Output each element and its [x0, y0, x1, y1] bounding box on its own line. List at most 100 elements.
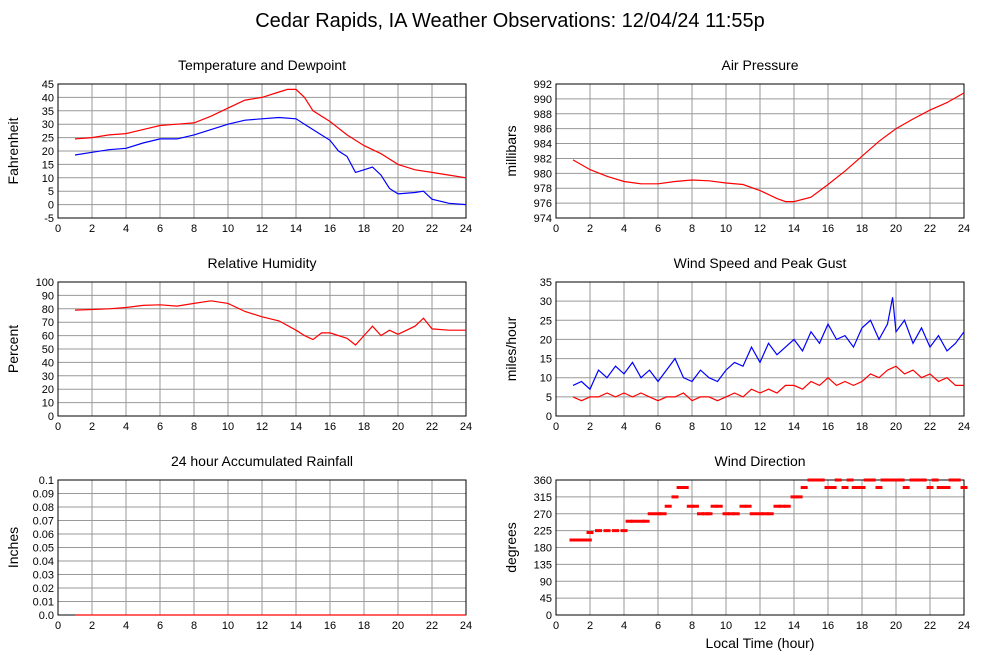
x-tick-label: 4 — [123, 223, 129, 235]
data-point — [817, 478, 825, 482]
x-tick-label: 10 — [720, 620, 732, 632]
data-point — [936, 486, 944, 489]
data-point — [863, 478, 871, 482]
data-point — [654, 512, 662, 516]
y-tick-label: 70 — [42, 317, 54, 329]
x-tick-label: 22 — [924, 421, 936, 433]
y-tick-label: 990 — [534, 94, 552, 106]
data-point — [846, 478, 854, 482]
data-point — [727, 512, 735, 516]
x-tick-label: 22 — [924, 620, 936, 632]
data-point — [659, 512, 667, 516]
y-tick-label: 976 — [534, 198, 552, 210]
y-tick-label: 0 — [546, 610, 552, 622]
data-point — [766, 512, 774, 516]
data-point — [697, 512, 704, 516]
x-tick-label: 2 — [587, 223, 593, 235]
data-point — [579, 538, 587, 542]
y-tick-label: 982 — [534, 153, 552, 165]
data-point — [909, 478, 917, 482]
y-tick-label: 5 — [48, 186, 54, 198]
data-point — [569, 538, 577, 542]
data-point — [686, 504, 694, 508]
y-tick-label: 20 — [42, 146, 54, 158]
x-tick-label: 2 — [89, 620, 95, 632]
plot-frame — [57, 83, 467, 219]
x-tick-label: 24 — [460, 620, 472, 632]
x-tick-label: 0 — [553, 223, 559, 235]
series-line-blue — [74, 116, 467, 206]
x-tick-label: 0 — [553, 620, 559, 632]
y-tick-label: 20 — [42, 384, 54, 396]
x-tick-label: 6 — [655, 223, 661, 235]
y-tick-label: 25 — [540, 315, 552, 327]
x-tick-label: 6 — [655, 421, 661, 433]
data-point — [603, 529, 611, 533]
plot-frame — [57, 281, 467, 417]
data-point — [875, 486, 883, 489]
y-tick-label: 988 — [534, 109, 552, 121]
data-point — [858, 486, 866, 489]
series-line-red — [572, 92, 965, 203]
x-tick-label: 16 — [822, 421, 834, 433]
x-tick-label: 18 — [856, 421, 868, 433]
y-tick-label: 45 — [540, 593, 552, 605]
y-tick-label: 135 — [534, 559, 552, 571]
x-tick-label: 20 — [392, 620, 404, 632]
y-tick-label: 90 — [42, 290, 54, 302]
x-tick-label: 8 — [191, 223, 197, 235]
x-tick-label: 22 — [426, 620, 438, 632]
data-point — [744, 504, 752, 508]
y-tick-label: 270 — [534, 509, 552, 521]
x-tick-label: 18 — [358, 620, 370, 632]
data-point — [671, 495, 679, 499]
data-point — [926, 486, 934, 489]
y-tick-label: 992 — [534, 79, 552, 91]
y-tick-label: 0 — [48, 200, 54, 212]
data-point — [841, 486, 849, 489]
y-tick-label: 10 — [42, 173, 54, 185]
data-point — [824, 486, 832, 489]
y-tick-label: 984 — [534, 139, 552, 151]
data-point — [880, 478, 888, 482]
x-tick-label: 4 — [621, 223, 627, 235]
y-tick-label: 980 — [534, 168, 552, 180]
x-tick-label: 22 — [426, 223, 438, 235]
y-tick-label: 30 — [42, 371, 54, 383]
series-line-red — [572, 365, 964, 402]
x-tick-label: 24 — [460, 223, 472, 235]
data-point — [783, 504, 791, 508]
data-point — [664, 504, 672, 508]
panel-title: Air Pressure — [721, 57, 798, 73]
y-tick-label: 50 — [42, 344, 54, 356]
data-point — [948, 478, 956, 482]
y-tick-label: 40 — [42, 92, 54, 104]
plot-frame — [555, 281, 965, 417]
x-tick-label: 12 — [256, 223, 268, 235]
y-tick-label: 0.1 — [39, 475, 54, 487]
y-tick-label: 15 — [540, 354, 552, 366]
data-point — [931, 478, 939, 482]
x-tick-label: 14 — [290, 620, 302, 632]
x-tick-label: 8 — [191, 620, 197, 632]
data-point — [868, 478, 876, 482]
y-axis-label: Inches — [5, 527, 21, 568]
data-point — [919, 478, 927, 482]
x-tick-label: 6 — [655, 620, 661, 632]
y-tick-label: 0.08 — [33, 502, 54, 514]
y-tick-label: 986 — [534, 124, 552, 136]
data-point — [834, 478, 842, 482]
x-tick-label: 14 — [290, 223, 302, 235]
x-tick-label: 20 — [890, 421, 902, 433]
series-line-blue — [572, 297, 965, 391]
x-tick-label: 22 — [924, 223, 936, 235]
y-tick-label: 0.03 — [33, 570, 54, 582]
x-tick-label: 18 — [856, 620, 868, 632]
y-tick-label: 225 — [534, 526, 552, 538]
series-line-red — [74, 300, 466, 346]
